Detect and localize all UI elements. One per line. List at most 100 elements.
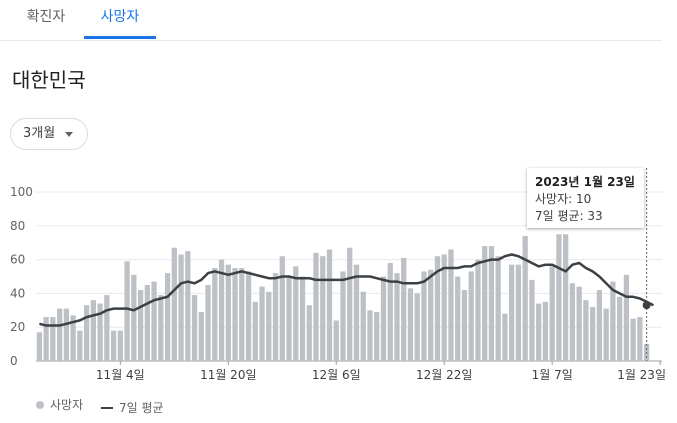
tab-deaths[interactable]: 사망자 [84,0,156,39]
daily-deaths-bar[interactable] [617,296,623,361]
daily-deaths-bar[interactable] [556,234,562,361]
deaths-chart[interactable]: 11월 4일 11월 20일 12월 6일 12월 22일 1월 7일 1월 23일 0 2… [0,160,677,390]
daily-deaths-bar[interactable] [380,276,387,362]
daily-deaths-bar[interactable] [468,271,474,361]
daily-deaths-bar[interactable] [353,264,360,361]
daily-deaths-bar[interactable] [212,268,218,361]
daily-deaths-bar[interactable] [455,276,461,362]
daily-deaths-bar[interactable] [434,256,441,361]
daily-deaths-bar[interactable] [421,271,427,361]
daily-deaths-bar[interactable] [299,276,306,362]
daily-deaths-bar[interactable] [549,266,555,361]
daily-deaths-bar[interactable] [56,308,63,361]
daily-deaths-bar[interactable] [43,317,49,361]
daily-deaths-bar[interactable] [110,330,117,361]
daily-deaths-bar[interactable] [225,264,231,361]
daily-deaths-bar[interactable] [563,234,569,361]
daily-deaths-bar[interactable] [333,320,339,361]
y-tick-label: 100 [10,185,33,199]
daily-deaths-bar[interactable] [347,247,353,361]
daily-deaths-bar[interactable] [374,311,380,361]
daily-deaths-bar[interactable] [387,262,393,361]
daily-deaths-bar[interactable] [441,254,447,361]
daily-deaths-bar[interactable] [360,291,366,361]
daily-deaths-bar[interactable] [178,254,184,361]
daily-deaths-bar[interactable] [536,303,542,361]
tab-bar: 확진자 사망자 [0,0,662,41]
x-tick-label: 12월 6일 [312,368,361,382]
daily-deaths-bar[interactable] [70,315,76,361]
daily-deaths-bar[interactable] [475,259,481,361]
daily-deaths-bar[interactable] [590,306,596,361]
daily-deaths-bar[interactable] [623,274,630,361]
daily-deaths-bar[interactable] [448,249,454,361]
daily-deaths-bar[interactable] [529,279,535,361]
daily-deaths-bar[interactable] [495,256,501,361]
daily-deaths-bar[interactable] [239,268,245,361]
daily-deaths-bar[interactable] [77,330,83,361]
daily-deaths-bar[interactable] [583,300,589,361]
daily-deaths-bar[interactable] [414,293,420,361]
daily-deaths-bar[interactable] [306,305,312,361]
daily-deaths-bar[interactable] [158,295,164,361]
daily-deaths-bar[interactable] [124,261,130,361]
daily-deaths-bar[interactable] [232,268,238,361]
legend-item-deaths[interactable]: 사망자 [36,396,83,413]
daily-deaths-bar[interactable] [488,246,495,361]
tab-cases[interactable]: 확진자 [26,9,66,25]
daily-deaths-bar[interactable] [603,308,609,361]
daily-deaths-bar[interactable] [83,305,90,361]
daily-deaths-bar[interactable] [407,288,414,361]
daily-deaths-bar[interactable] [313,252,319,361]
daily-deaths-bar[interactable] [259,286,265,361]
daily-deaths-bar[interactable] [50,317,56,361]
daily-deaths-bar[interactable] [522,235,528,361]
daily-deaths-bar[interactable] [515,264,522,361]
daily-deaths-bar[interactable] [637,317,643,361]
daily-deaths-bar[interactable] [245,271,252,361]
daily-deaths-bar[interactable] [630,318,636,361]
daily-deaths-bar[interactable] [610,281,616,361]
daily-deaths-bar[interactable] [340,271,346,361]
daily-deaths-bar[interactable] [461,290,468,361]
daily-deaths-bar[interactable] [36,332,43,361]
daily-deaths-bar[interactable] [509,264,515,361]
daily-deaths-bar[interactable] [151,281,157,361]
daily-deaths-bar[interactable] [569,283,576,361]
daily-deaths-bar[interactable] [266,291,272,361]
daily-deaths-bar[interactable] [137,290,144,361]
daily-deaths-bar[interactable] [90,300,96,361]
daily-deaths-bar[interactable] [63,308,69,361]
daily-deaths-bar[interactable] [502,313,508,361]
daily-deaths-bar[interactable] [279,256,285,361]
daily-deaths-bar[interactable] [191,295,198,361]
daily-deaths-bar[interactable] [326,249,333,361]
daily-deaths-bar[interactable] [131,274,137,361]
daily-deaths-bar[interactable] [185,251,191,361]
daily-deaths-bar[interactable] [576,286,582,361]
daily-deaths-bar[interactable] [542,301,549,361]
legend-item-average[interactable]: 7일 평균 [100,399,164,416]
daily-deaths-bar[interactable] [428,269,434,361]
daily-deaths-bar[interactable] [144,284,150,361]
daily-deaths-bar[interactable] [104,295,110,361]
daily-deaths-bar[interactable] [596,290,603,361]
daily-deaths-bar[interactable] [171,247,177,361]
tooltip-deaths: 사망자: 10 [535,192,592,206]
daily-deaths-bar[interactable] [117,330,123,361]
daily-deaths-bar[interactable] [320,256,326,361]
daily-deaths-bar[interactable] [198,311,204,361]
daily-deaths-bar[interactable] [394,273,400,361]
daily-deaths-bar[interactable] [97,303,103,361]
daily-deaths-bar[interactable] [164,273,171,361]
daily-deaths-bar[interactable] [252,301,258,361]
daily-deaths-bar[interactable] [367,310,373,361]
daily-deaths-bar[interactable] [482,246,488,361]
daily-deaths-bar[interactable] [401,257,407,361]
daily-deaths-bar[interactable] [218,259,225,361]
daily-deaths-bar[interactable] [272,273,279,361]
daily-deaths-bar[interactable] [205,284,211,361]
daily-deaths-bar[interactable] [293,266,299,361]
daily-deaths-bar[interactable] [286,276,292,362]
range-selector-button[interactable]: 3개월 [10,118,88,150]
